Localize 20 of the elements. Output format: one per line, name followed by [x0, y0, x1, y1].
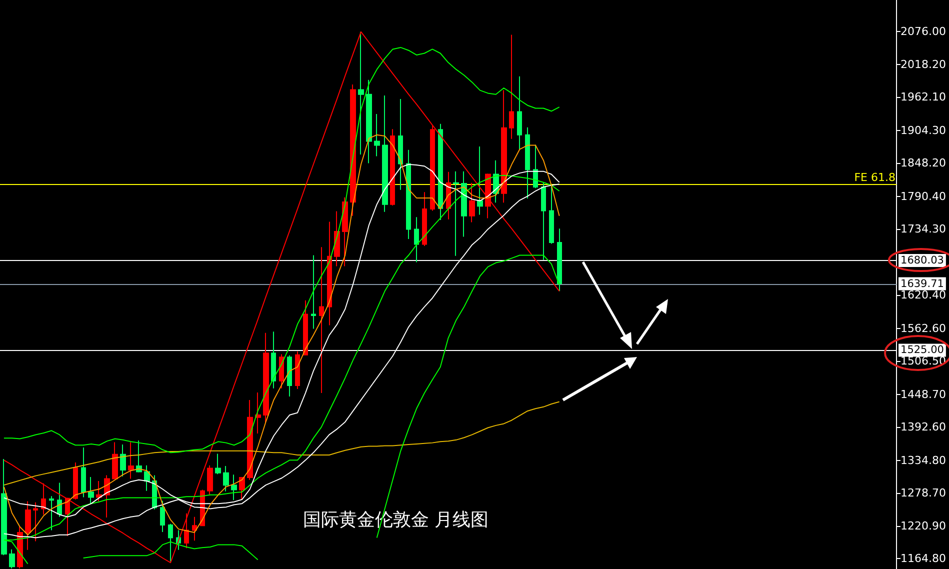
y-tick-label: 1620.40: [900, 288, 946, 302]
y-tick-label: 1164.80: [900, 552, 946, 566]
y-tick-label: 1278.70: [900, 486, 946, 500]
y-tick-label: 1962.10: [900, 90, 946, 104]
y-tick-label: 1392.60: [900, 420, 946, 434]
y-tick-label: 1904.30: [900, 124, 946, 138]
y-tick-label: 2076.00: [900, 24, 946, 38]
y-tick-label: 1506.50: [900, 354, 946, 368]
ref-line-label: FE 61.8: [854, 171, 896, 184]
y-tick-label: 1220.90: [900, 520, 946, 533]
y-tick-label: 1562.60: [900, 322, 946, 335]
y-tick-label: 1790.40: [900, 190, 946, 204]
y-tick-label: 2018.20: [900, 58, 946, 72]
y-tick-label: 1334.80: [900, 454, 946, 467]
ref-line-label: 1639.71: [900, 278, 944, 290]
y-tick-label: 1734.30: [900, 222, 946, 236]
ref-line-label: 1525.00: [900, 344, 944, 356]
ref-line-label: 1680.03: [900, 254, 944, 266]
y-tick-label: 1848.20: [900, 156, 946, 170]
y-tick-label: 1448.70: [900, 388, 946, 401]
